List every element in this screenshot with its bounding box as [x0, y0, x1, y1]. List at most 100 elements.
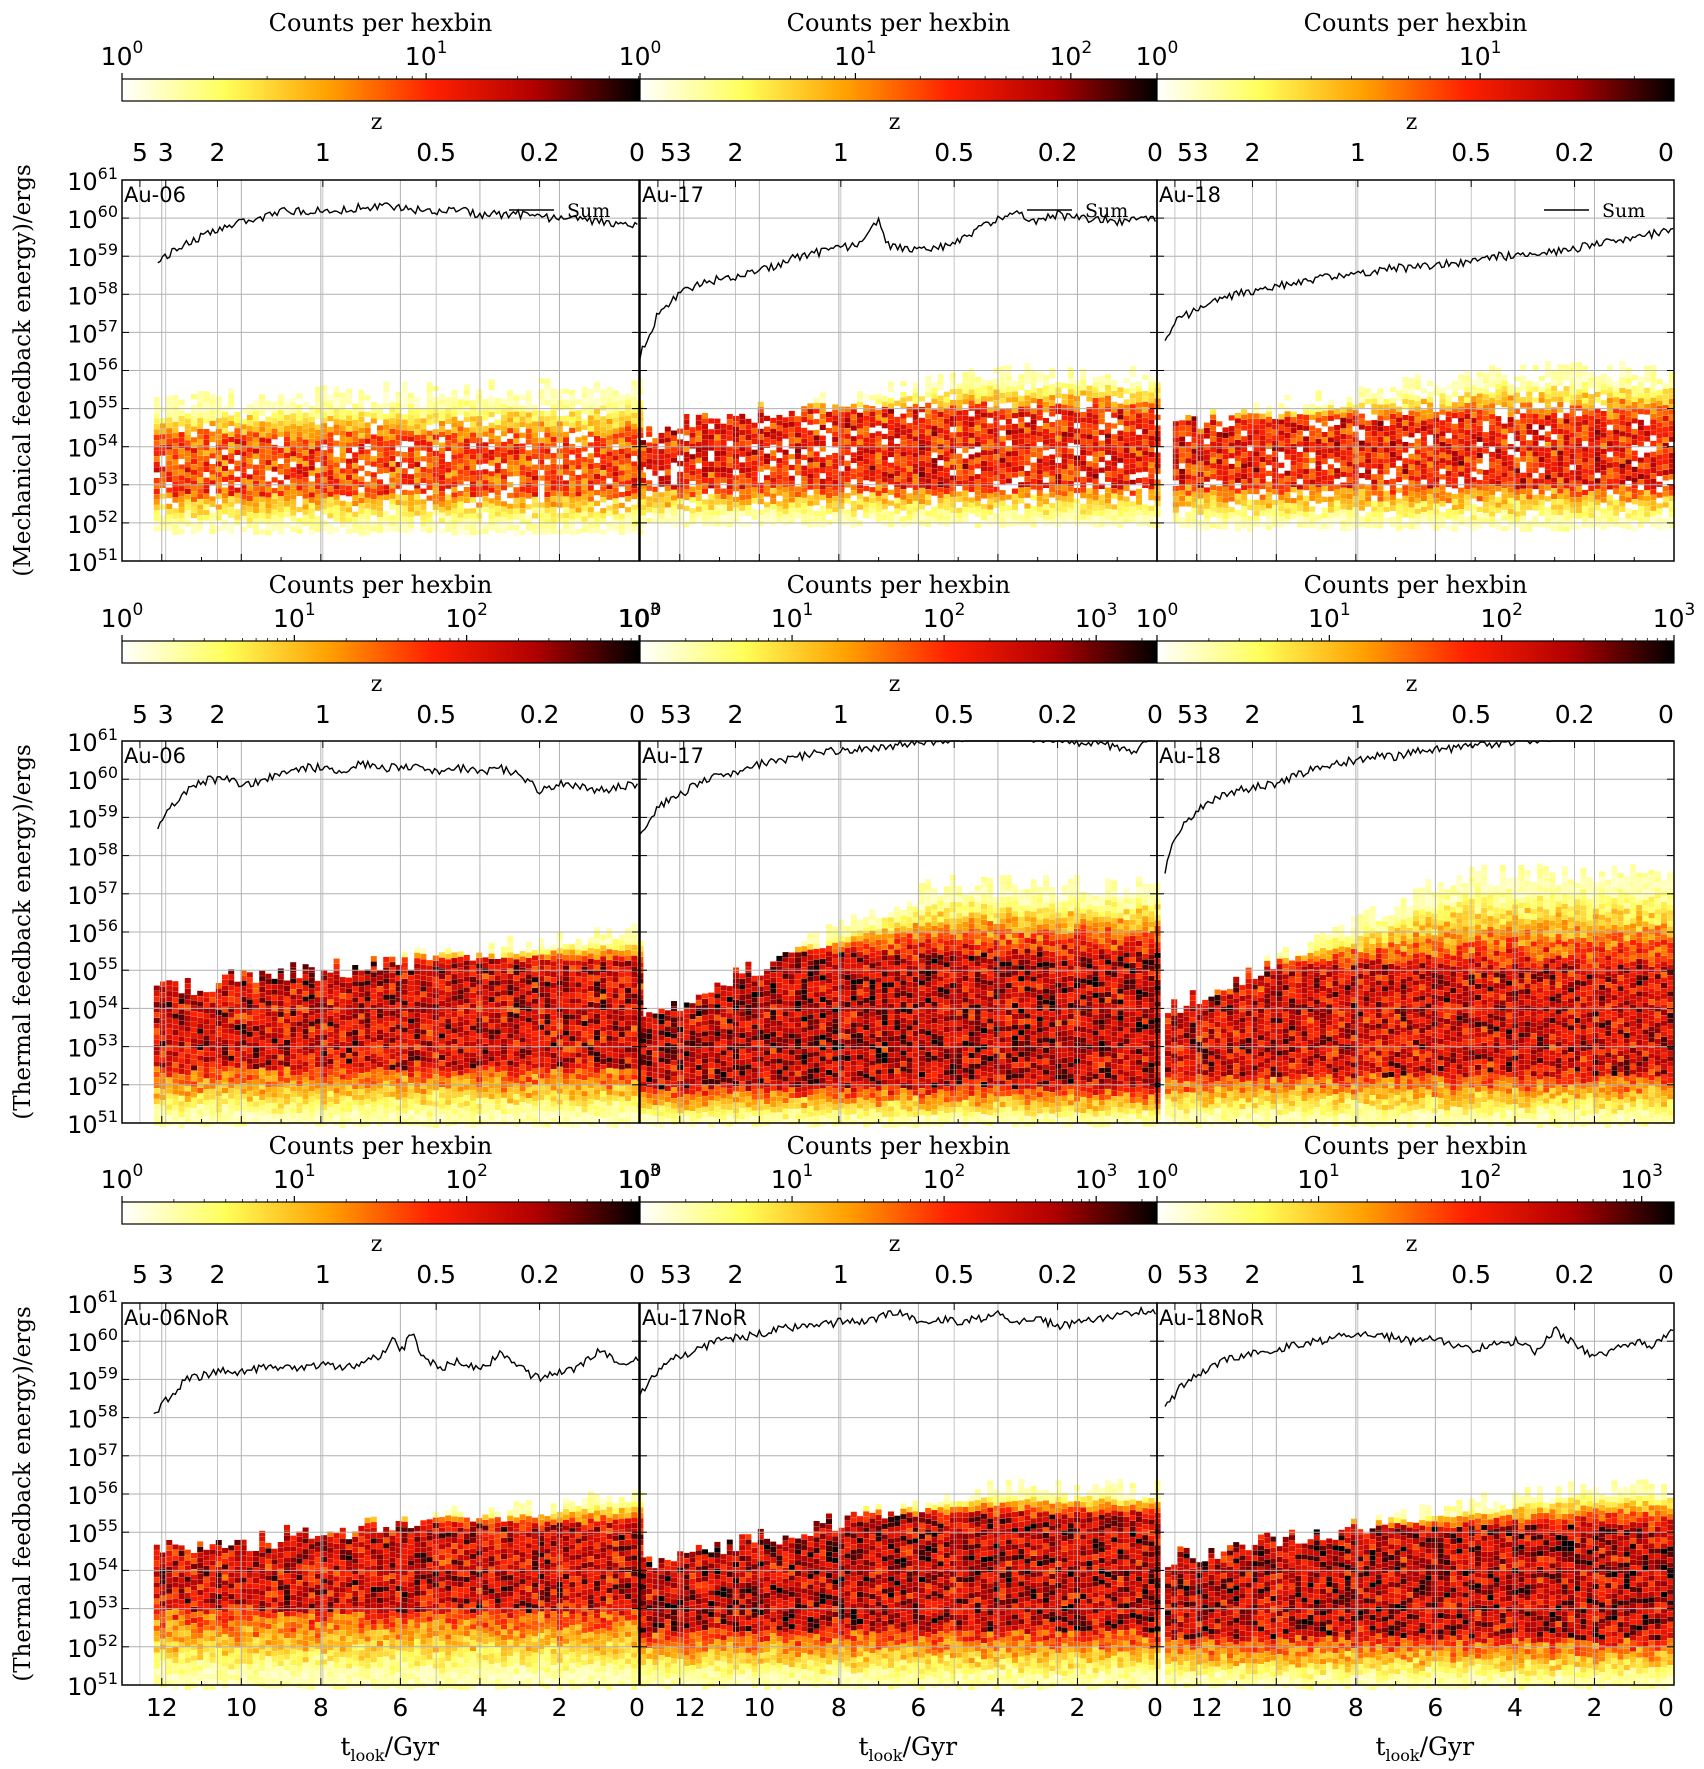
hexbin — [671, 457, 677, 463]
hexbin — [308, 524, 315, 530]
hexbin — [652, 497, 659, 503]
hexbin — [1309, 425, 1316, 431]
hexbin — [1216, 432, 1223, 438]
hexbin — [1358, 386, 1365, 392]
hexbin — [974, 490, 981, 496]
hexbin — [370, 504, 377, 510]
hexbin — [525, 488, 532, 494]
hexbin — [1036, 480, 1043, 486]
hexbin — [863, 437, 870, 443]
hexbin — [538, 389, 545, 395]
hexbin — [215, 477, 222, 483]
hexbin — [1117, 419, 1124, 425]
hexbin — [315, 516, 321, 522]
hexbin — [321, 396, 328, 402]
hexbin — [1265, 508, 1272, 514]
hexbin — [1142, 450, 1149, 456]
hexbin — [184, 418, 191, 424]
hexbin — [507, 438, 514, 445]
hexbin — [625, 474, 631, 480]
hexbin — [408, 404, 414, 410]
hexbin — [1470, 466, 1477, 472]
hexbin — [900, 505, 907, 511]
hexbin — [1265, 427, 1272, 433]
hexbin — [532, 529, 538, 535]
hexbin — [1427, 397, 1434, 403]
hexbin — [1377, 415, 1384, 421]
hexbin — [1086, 445, 1093, 451]
z-tick-label: 3 — [158, 138, 174, 167]
hexbin — [683, 478, 690, 484]
hexbin — [931, 409, 938, 415]
hexbin — [1334, 414, 1341, 420]
hexbin — [327, 480, 334, 486]
hexbin — [246, 452, 253, 458]
y-tick-label: 1059 — [67, 240, 118, 272]
hexbin — [1036, 431, 1043, 437]
hexbin — [745, 489, 752, 495]
hexbin — [1036, 453, 1043, 459]
hexbin — [439, 442, 445, 448]
hexbin — [1365, 453, 1372, 459]
hexbin — [259, 464, 266, 470]
hexbin — [1024, 433, 1031, 439]
hexbin — [160, 428, 166, 434]
hexbin — [714, 515, 721, 521]
hexbin — [1241, 484, 1248, 490]
hexbin — [364, 438, 371, 444]
hexbin — [203, 391, 210, 397]
hexbin — [1018, 498, 1025, 504]
hexbin — [352, 441, 359, 447]
hexbin — [1123, 410, 1130, 416]
z-tick-label: 0.2 — [1038, 138, 1078, 167]
hexbin — [1111, 423, 1118, 429]
hexbin — [519, 502, 526, 509]
hexbin — [1222, 438, 1229, 444]
hexbin — [826, 428, 832, 434]
hexbin — [1482, 496, 1489, 503]
hexbin — [426, 484, 433, 490]
hexbin — [1464, 457, 1471, 463]
hexbin — [943, 451, 950, 457]
hexbin — [1234, 488, 1241, 494]
hexbin — [900, 440, 907, 446]
hexbin — [445, 418, 452, 424]
hexbin — [253, 491, 259, 497]
hexbin — [339, 452, 346, 458]
hexbin — [1067, 491, 1074, 497]
hexbin — [664, 518, 671, 524]
hexbin — [370, 499, 377, 505]
hexbin — [1012, 440, 1018, 446]
hexbin — [240, 418, 247, 425]
hexbin — [770, 434, 777, 440]
hexbin — [745, 456, 752, 462]
hexbin — [1451, 526, 1458, 532]
hexbin — [1018, 412, 1025, 418]
hexbin — [1191, 432, 1198, 438]
hexbin — [1117, 506, 1124, 512]
hexbin — [631, 396, 638, 402]
hexbin — [445, 440, 452, 446]
hexbin — [702, 461, 708, 467]
hexbin — [1080, 466, 1087, 472]
hexbin — [315, 483, 321, 490]
hexbin — [606, 473, 613, 479]
hexbin — [451, 460, 458, 466]
hexbin — [1241, 409, 1248, 415]
hexbin — [813, 494, 820, 500]
hexbin — [931, 441, 938, 448]
y-tick-label: 1051 — [67, 545, 118, 577]
hexbin — [1043, 418, 1049, 424]
hexbin — [1327, 415, 1334, 421]
hexbin — [1036, 474, 1043, 480]
hexbin — [1012, 413, 1018, 419]
hexbin — [488, 395, 495, 401]
hexbin — [594, 463, 600, 469]
hexbin — [1464, 392, 1471, 398]
hexbin — [1030, 430, 1037, 436]
hexbin — [956, 432, 963, 438]
hexbin — [900, 494, 907, 500]
hexbin — [1377, 480, 1384, 486]
hexbin — [550, 507, 557, 513]
hexbin — [228, 528, 235, 534]
